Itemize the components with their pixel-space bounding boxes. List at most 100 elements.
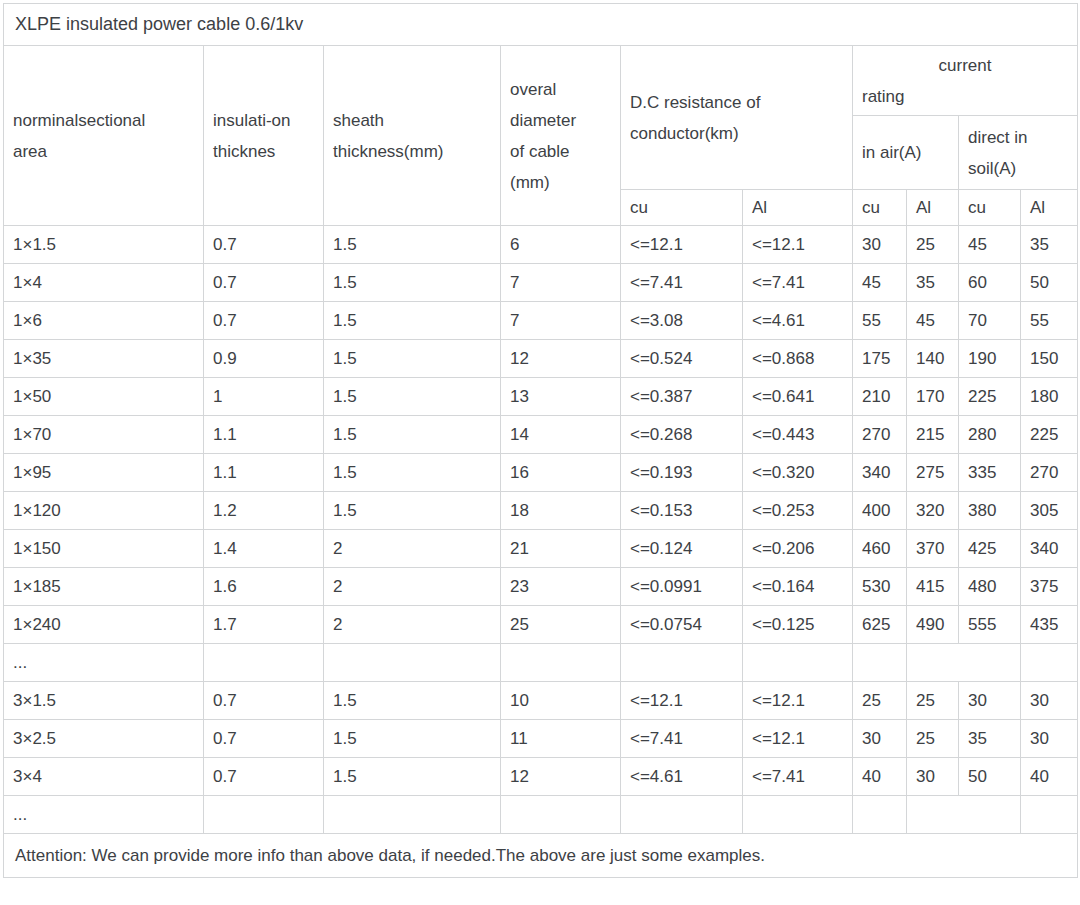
cell: 0.7 (204, 682, 324, 720)
cell: <=0.524 (621, 340, 743, 378)
cell (743, 796, 853, 834)
cell: 40 (1021, 758, 1078, 796)
cell: 380 (959, 492, 1021, 530)
current-rating-line2: rating (862, 81, 1068, 112)
cell (907, 644, 1021, 682)
cell: <=0.443 (743, 416, 853, 454)
header-row-1: norminalsectional area insulati-on thick… (4, 46, 1078, 116)
cell: 335 (959, 454, 1021, 492)
cell: 140 (907, 340, 959, 378)
cell: 170 (907, 378, 959, 416)
cell: 375 (1021, 568, 1078, 606)
cell: 1×35 (4, 340, 204, 378)
cell: 1.7 (204, 606, 324, 644)
cell: 55 (853, 302, 907, 340)
cell: 280 (959, 416, 1021, 454)
cell: 1.5 (324, 720, 501, 758)
table-row: 1×1.50.71.56<=12.1<=12.130254535 (4, 226, 1078, 264)
cell (853, 796, 907, 834)
cell: 0.7 (204, 226, 324, 264)
cell (621, 644, 743, 682)
cell: 400 (853, 492, 907, 530)
ellipsis-row: ... (4, 644, 1078, 682)
cell: 0.7 (204, 302, 324, 340)
cell: 1×150 (4, 530, 204, 568)
cell: 30 (907, 758, 959, 796)
cell: 1×120 (4, 492, 204, 530)
cell (501, 796, 621, 834)
cable-spec-table: XLPE insulated power cable 0.6/1kv normi… (3, 3, 1078, 878)
cell: <=7.41 (621, 264, 743, 302)
cell: 1×50 (4, 378, 204, 416)
cell: 1.5 (324, 758, 501, 796)
cell: <=0.0754 (621, 606, 743, 644)
table-footer: Attention: We can provide more info than… (4, 834, 1078, 878)
header-resistance-al: Al (743, 190, 853, 226)
cell: 1.5 (324, 492, 501, 530)
cell: 11 (501, 720, 621, 758)
cell: 1×6 (4, 302, 204, 340)
cell: <=0.268 (621, 416, 743, 454)
cell: 305 (1021, 492, 1078, 530)
cell: 480 (959, 568, 1021, 606)
cell: 225 (1021, 416, 1078, 454)
cell: 35 (959, 720, 1021, 758)
cell: 7 (501, 264, 621, 302)
cell: 1.2 (204, 492, 324, 530)
table-header: XLPE insulated power cable 0.6/1kv normi… (4, 4, 1078, 226)
cell: 225 (959, 378, 1021, 416)
header-direct-in-soil: direct in soil(A) (959, 116, 1078, 190)
cell (204, 796, 324, 834)
cell: 180 (1021, 378, 1078, 416)
cell: 435 (1021, 606, 1078, 644)
header-soil-al: Al (1021, 190, 1078, 226)
cell: <=7.41 (743, 264, 853, 302)
cell: 340 (1021, 530, 1078, 568)
cell: 16 (501, 454, 621, 492)
cell: 190 (959, 340, 1021, 378)
cell (621, 796, 743, 834)
cell: <=12.1 (621, 226, 743, 264)
cell: 1.5 (324, 454, 501, 492)
ellipsis-row: ... (4, 796, 1078, 834)
cell: ... (4, 796, 204, 834)
cell: ... (4, 644, 204, 682)
cell (324, 644, 501, 682)
cell: 18 (501, 492, 621, 530)
cell: 70 (959, 302, 1021, 340)
cell: <=12.1 (743, 682, 853, 720)
cell: <=7.41 (621, 720, 743, 758)
header-current-rating: current rating (853, 46, 1078, 116)
cell: 0.7 (204, 264, 324, 302)
cell (907, 796, 1021, 834)
cell: 530 (853, 568, 907, 606)
cell: 340 (853, 454, 907, 492)
cell: 25 (907, 682, 959, 720)
cell: 14 (501, 416, 621, 454)
cell: 215 (907, 416, 959, 454)
cell: 1.5 (324, 378, 501, 416)
table-row: 1×60.71.57<=3.08<=4.6155457055 (4, 302, 1078, 340)
cell: <=0.868 (743, 340, 853, 378)
cell: 1.1 (204, 416, 324, 454)
cell: 25 (501, 606, 621, 644)
cell: 25 (853, 682, 907, 720)
attention-note: Attention: We can provide more info than… (4, 834, 1078, 878)
cell: 270 (853, 416, 907, 454)
cell: 23 (501, 568, 621, 606)
cell: 45 (907, 302, 959, 340)
cell: 25 (907, 720, 959, 758)
title-row: XLPE insulated power cable 0.6/1kv (4, 4, 1078, 46)
cell: 175 (853, 340, 907, 378)
cell: 270 (1021, 454, 1078, 492)
cell (1021, 796, 1078, 834)
header-dc-resistance: D.C resistance of conductor(km) (621, 46, 853, 190)
cell: 2 (324, 606, 501, 644)
table-title: XLPE insulated power cable 0.6/1kv (4, 4, 1078, 46)
table-row: 1×1851.6223<=0.0991<=0.164530415480375 (4, 568, 1078, 606)
cell: 460 (853, 530, 907, 568)
cell: 30 (853, 720, 907, 758)
cell (1021, 644, 1078, 682)
cell: 60 (959, 264, 1021, 302)
header-soil-cu: cu (959, 190, 1021, 226)
